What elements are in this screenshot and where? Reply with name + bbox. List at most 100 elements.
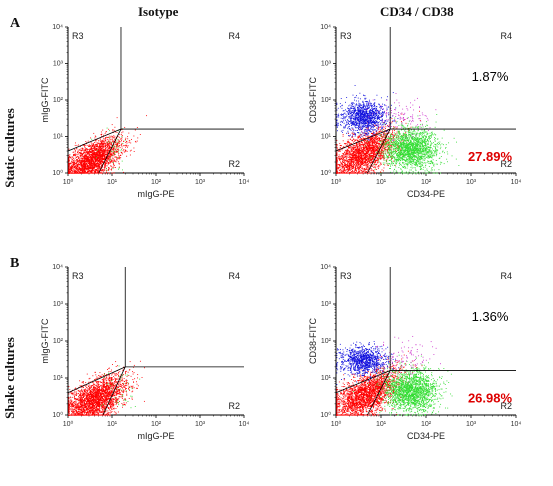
data-point — [355, 171, 356, 173]
data-point — [344, 162, 346, 164]
data-point — [74, 149, 76, 151]
data-point — [388, 148, 389, 150]
data-point — [84, 158, 86, 160]
data-point — [364, 135, 365, 136]
data-point — [94, 146, 96, 148]
data-point — [356, 160, 358, 162]
data-point — [100, 143, 102, 144]
data-point — [126, 142, 128, 144]
data-point — [370, 152, 372, 154]
data-point — [370, 139, 372, 141]
data-point — [86, 168, 87, 170]
data-point — [97, 152, 99, 154]
data-point — [369, 146, 371, 148]
data-point — [102, 169, 103, 171]
data-point — [386, 138, 388, 140]
data-point — [112, 168, 114, 170]
data-point — [83, 160, 85, 162]
data-point — [102, 155, 104, 157]
data-point — [70, 163, 72, 165]
data-point — [84, 160, 86, 162]
data-point — [76, 147, 78, 149]
data-point — [377, 150, 379, 151]
data-point — [343, 160, 345, 162]
data-point — [115, 151, 117, 153]
data-point — [90, 149, 92, 151]
data-point — [381, 150, 383, 152]
data-point — [349, 145, 351, 147]
data-point — [363, 157, 365, 159]
data-point — [95, 171, 97, 173]
data-point — [390, 134, 392, 136]
data-point — [74, 144, 76, 146]
data-point — [79, 163, 81, 165]
data-point — [374, 146, 376, 148]
data-point — [385, 149, 387, 151]
data-point — [383, 150, 385, 152]
data-point — [347, 152, 349, 154]
data-point — [80, 154, 82, 156]
data-point — [97, 149, 99, 151]
data-point — [368, 159, 370, 161]
data-point — [373, 169, 375, 171]
data-point — [365, 165, 367, 166]
data-point — [69, 171, 71, 173]
data-point — [94, 135, 96, 137]
data-point — [87, 151, 89, 153]
data-point — [68, 164, 70, 165]
data-point — [117, 147, 119, 149]
data-point — [120, 149, 122, 151]
data-point — [71, 164, 72, 166]
data-point — [96, 160, 98, 162]
data-point — [103, 151, 105, 153]
data-point — [373, 153, 374, 155]
data-point — [94, 145, 96, 147]
data-point — [90, 160, 92, 162]
data-point — [85, 169, 87, 171]
data-point — [352, 150, 354, 152]
data-point — [367, 168, 369, 170]
data-point — [76, 167, 78, 168]
data-point — [83, 161, 85, 163]
data-point — [350, 168, 352, 170]
data-point — [98, 149, 100, 151]
data-point — [96, 165, 98, 167]
data-point — [105, 154, 107, 156]
data-point — [111, 139, 113, 140]
data-point — [81, 168, 83, 169]
data-point — [85, 167, 87, 169]
data-point — [113, 158, 115, 160]
data-point — [92, 157, 93, 159]
data-point — [364, 138, 366, 139]
data-point — [103, 161, 104, 163]
data-point — [100, 158, 102, 160]
data-point — [79, 153, 81, 155]
data-point — [134, 140, 136, 142]
data-point — [357, 166, 359, 168]
data-point — [94, 164, 96, 166]
data-point — [98, 164, 100, 166]
data-point — [345, 166, 347, 168]
data-point — [346, 154, 348, 156]
data-point — [81, 172, 83, 174]
data-point — [76, 156, 78, 158]
data-point — [68, 163, 70, 165]
data-point — [346, 153, 348, 155]
data-point — [358, 153, 360, 155]
data-point — [359, 139, 361, 141]
data-point — [346, 169, 348, 171]
data-point — [345, 165, 347, 167]
data-point — [373, 141, 375, 143]
data-point — [363, 161, 365, 163]
data-point — [89, 159, 91, 160]
data-point — [89, 161, 91, 163]
data-point — [357, 166, 358, 168]
data-point — [97, 172, 99, 174]
data-point — [108, 167, 110, 168]
data-point — [91, 171, 93, 173]
data-point — [356, 151, 358, 153]
data-point — [80, 161, 82, 163]
data-point — [97, 161, 99, 163]
data-point — [362, 158, 364, 160]
data-point — [89, 154, 91, 156]
